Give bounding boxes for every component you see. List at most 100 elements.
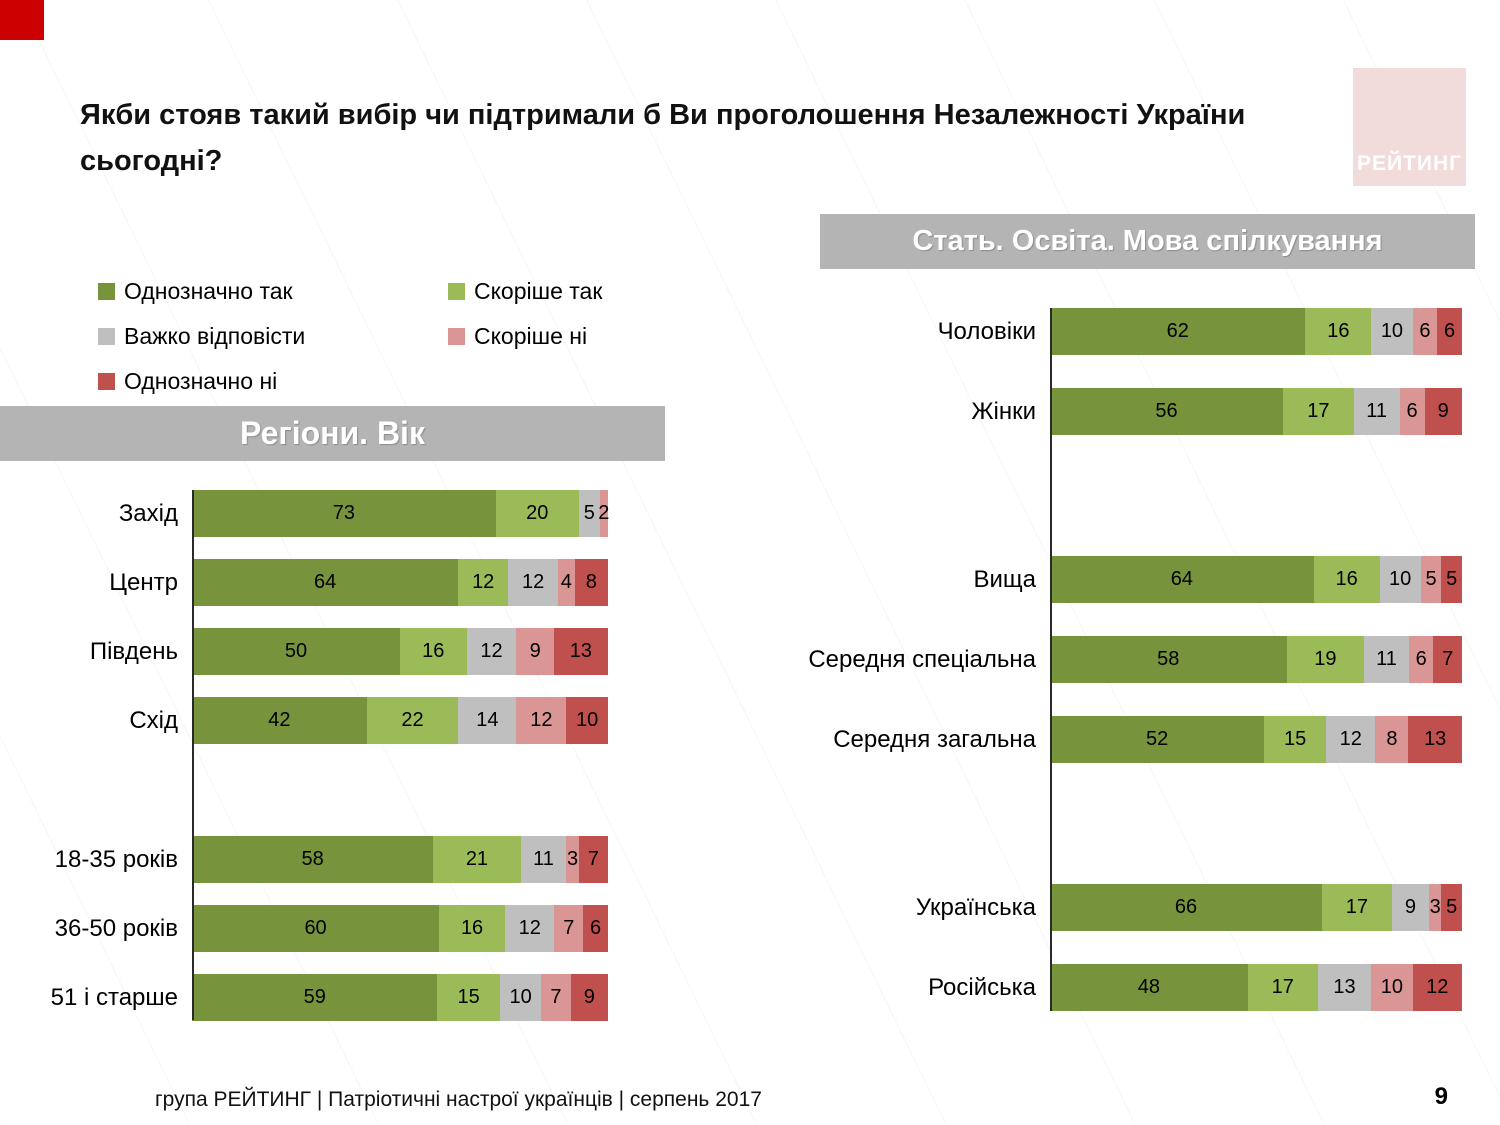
bar-segment: 16 [1305, 308, 1372, 355]
bar-segment: 13 [553, 628, 608, 675]
legend-label: Однозначно так [124, 278, 293, 304]
value-label: 15 [457, 986, 480, 1008]
bar-segment: 4 [558, 559, 575, 606]
bar-track: 42 22 14 12 10 [192, 697, 608, 744]
bar-segment: 52 [1050, 716, 1265, 763]
bar-track: 73 20 5 2 [192, 490, 610, 537]
value-label: 9 [583, 986, 595, 1008]
rating-logo: РЕЙТИНГ [1353, 68, 1466, 186]
bar-row: 51 і старше 59 15 10 7 9 [2, 974, 662, 1021]
bar-row: Вища 64 16 10 5 5 [812, 556, 1477, 603]
value-label: 73 [332, 502, 355, 524]
category-label: Російська [928, 973, 1036, 1001]
bar-segment: 5 [578, 490, 600, 537]
category-label: Українська [915, 893, 1036, 921]
bar-segment: 15 [437, 974, 500, 1021]
value-label: 56 [1155, 400, 1178, 422]
value-label: 19 [1314, 648, 1337, 670]
bar-segment: 5 [1441, 884, 1462, 931]
category-label: 18-35 років [54, 845, 178, 873]
bar-segment: 48 [1050, 964, 1248, 1011]
bar-segment: 66 [1050, 884, 1322, 931]
value-label: 13 [1424, 728, 1447, 750]
value-label: 64 [1170, 568, 1193, 590]
bar-segment: 60 [192, 905, 440, 952]
category-label: Вища [973, 565, 1036, 593]
bar-segment: 13 [1317, 964, 1372, 1011]
value-label: 6 [1406, 400, 1418, 422]
value-label: 8 [1386, 728, 1398, 750]
value-label: 6 [1419, 320, 1431, 342]
value-label: 22 [401, 709, 424, 731]
value-label: 42 [268, 709, 291, 731]
banner-regions-age: Регіони. Вік [0, 406, 665, 461]
value-label: 12 [518, 917, 541, 939]
value-label: 6 [590, 917, 602, 939]
bar-segment: 10 [499, 974, 542, 1021]
bar-segment: 64 [1050, 556, 1314, 603]
value-label: 2 [598, 502, 610, 524]
bar-row: Українська 66 17 9 3 5 [812, 884, 1477, 931]
bar-segment: 6 [583, 905, 608, 952]
bar-track: 52 15 12 8 13 [1050, 716, 1462, 763]
chart-rows: Чоловіки 62 16 10 6 6 Жінки 56 17 11 6 9 Вища 64 16 10 5… [808, 308, 1477, 1011]
bar-segment: 5 [1441, 556, 1462, 603]
category-label: Південь [89, 637, 178, 665]
bar-row: Центр 64 12 12 4 8 [2, 559, 662, 606]
bar-segment: 12 [458, 559, 509, 606]
bar-row: Захід 73 20 5 2 [2, 490, 662, 537]
value-label: 11 [1366, 400, 1388, 422]
bar-segment: 15 [1264, 716, 1327, 763]
legend-swatch-hard-to-answer [98, 328, 115, 345]
value-label: 17 [1271, 976, 1294, 998]
value-label: 12 [530, 709, 553, 731]
bar-segment: 21 [433, 836, 521, 883]
value-label: 12 [1339, 728, 1362, 750]
value-label: 9 [1404, 896, 1417, 918]
bar-track: 59 15 10 7 9 [192, 974, 608, 1021]
bar-track: 64 16 10 5 5 [1050, 556, 1462, 603]
bar-segment: 7 [1433, 636, 1462, 683]
bar-segment: 6 [1399, 388, 1425, 435]
value-label: 16 [1335, 568, 1358, 590]
bar-segment: 16 [1313, 556, 1380, 603]
bar-segment: 8 [574, 559, 608, 606]
value-label: 5 [1446, 568, 1458, 590]
bar-segment: 7 [578, 836, 608, 883]
bar-segment: 10 [1371, 308, 1413, 355]
chart-gender-education-language: Чоловіки 62 16 10 6 6 Жінки 56 17 11 6 9 Вища 64 16 10 5… [808, 308, 1477, 1034]
value-label: 3 [1429, 896, 1441, 918]
legend-label: Однозначно ні [124, 368, 278, 394]
bar-segment: 14 [458, 697, 517, 744]
bar-track: 58 21 11 3 7 [192, 836, 608, 883]
bar-segment: 11 [520, 836, 567, 883]
page-number: 9 [1434, 1083, 1448, 1110]
bar-segment: 50 [192, 628, 400, 675]
value-label: 10 [576, 709, 599, 731]
bar-segment: 12 [466, 628, 517, 675]
bar-segment: 8 [1375, 716, 1409, 763]
bar-track: 64 12 12 4 8 [192, 559, 608, 606]
bar-segment: 11 [1353, 388, 1400, 435]
axis-line [192, 490, 194, 1020]
value-label: 13 [569, 640, 593, 662]
footer-source: група РЕЙТИНГ | Патріотичні настрої укра… [155, 1088, 762, 1111]
bar-segment: 12 [516, 697, 567, 744]
value-label: 9 [529, 640, 541, 662]
category-label: Захід [118, 499, 178, 527]
bar-segment: 16 [400, 628, 467, 675]
value-label: 58 [301, 848, 324, 870]
axis-line [1050, 308, 1052, 1011]
legend-swatch-rather-yes [448, 283, 465, 300]
legend-item-hard-to-answer: Важко відповісти [98, 323, 448, 350]
value-label: 16 [422, 640, 445, 662]
bar-segment: 6 [1437, 308, 1462, 355]
value-label: 4 [560, 571, 572, 593]
value-label: 12 [480, 640, 503, 662]
bar-segment: 13 [1408, 716, 1462, 763]
bar-segment: 12 [1326, 716, 1376, 763]
bar-segment: 3 [1429, 884, 1442, 931]
bar-segment: 62 [1050, 308, 1306, 355]
category-label: 36-50 років [54, 914, 178, 942]
